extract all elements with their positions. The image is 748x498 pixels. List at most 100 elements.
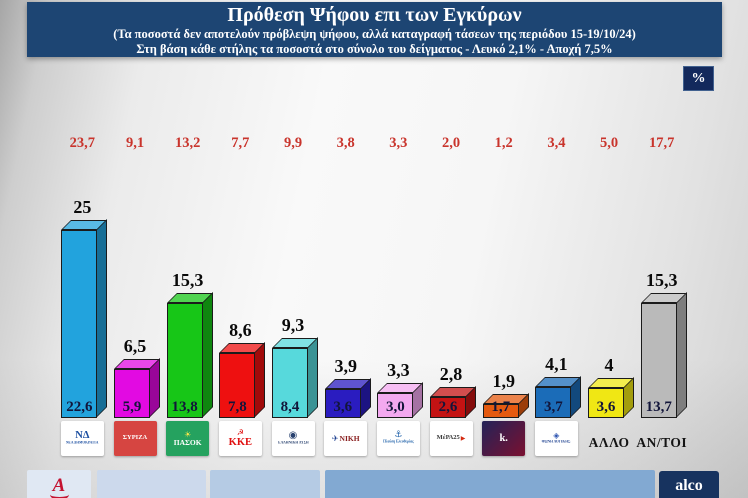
- bar-3d: 13,7: [640, 292, 687, 418]
- footer-strip: A alco: [0, 470, 748, 498]
- party-column-12: 17,7 15,3 13,7: [635, 128, 688, 418]
- bar-3d: 3,6: [324, 378, 371, 418]
- category-label: ΑΝ/ΤΟΙ: [636, 435, 688, 450]
- party-logo-text: ΠΑΣΟΚ: [173, 437, 202, 447]
- valid-votes-value-label: 8,6: [229, 320, 252, 340]
- bar-side-face: [96, 219, 108, 418]
- party-logo-text: ΝΙΚΗ: [339, 433, 360, 443]
- alco-pollster-logo: alco: [659, 471, 719, 498]
- party-logo-subtext: ΦΩΝΗ ΛΟΓΙΚΗΣ: [541, 439, 571, 444]
- bar-side-face: [201, 292, 213, 418]
- party-column-4: 7,7 8,6 7,8: [214, 128, 267, 418]
- bar-front-face: [588, 388, 625, 418]
- valid-votes-value-label: 25: [73, 197, 92, 217]
- party-logo: ◈ ΦΩΝΗ ΛΟΓΙΚΗΣ: [534, 421, 578, 456]
- party-logo-text: ΣΥΡΙΖΑ: [122, 434, 148, 442]
- party-logo-cell-5: ◉ ΕΛΛΗΝΙΚΗ ΛΥΣΗ: [267, 421, 320, 467]
- bar-3d: 8,4: [272, 337, 319, 418]
- party-logo: ⚓ Πλεύση Ελευθερίας: [376, 421, 420, 456]
- bar-3d: 3,0: [377, 382, 424, 418]
- party-logo-text: k.: [499, 432, 508, 444]
- valid-votes-value-label: 3,9: [334, 356, 357, 376]
- party-logo-cell-6: ✈ ΝΙΚΗ: [319, 421, 372, 467]
- party-column-1: 23,7 25 22,6: [56, 128, 109, 418]
- party-logo: ΝΔ ΝΕΑ ΔΗΜΟΚΡΑΤΙΑ: [60, 421, 104, 456]
- ship-icon: ⚓: [394, 430, 403, 440]
- total-sample-value-label: 22,6: [66, 399, 93, 415]
- party-column-2: 9,1 6,5 5,9: [109, 128, 162, 418]
- red-top-value-label: 9,1: [125, 135, 145, 151]
- party-logo-cell-3: ☀ ΠΑΣΟΚ: [161, 421, 214, 467]
- bar-3d: 5,9: [114, 358, 160, 418]
- bar-side-face: [149, 358, 160, 418]
- red-top-value-label: 3,8: [336, 135, 355, 151]
- party-column-9: 1,2 1,9 1,7: [477, 128, 530, 418]
- bar-front-face: [535, 387, 572, 418]
- bar-front-face: [61, 230, 98, 418]
- badge-icon: ◈: [553, 430, 560, 440]
- red-top-value-label: 9,9: [283, 135, 303, 151]
- red-top-value-label: 23,7: [69, 135, 96, 151]
- total-sample-value-label: 8,4: [280, 399, 300, 415]
- party-logo-subtext: ΝΕΑ ΔΗΜΟΚΡΑΤΙΑ: [66, 441, 99, 445]
- percent-unit-badge: %: [683, 66, 714, 91]
- party-logo-text: ΝΔ: [75, 429, 90, 441]
- bar-3d: 22,6: [61, 219, 108, 418]
- party-logo-text: ΜέΡΑ25: [436, 434, 460, 442]
- bar-3d: 13,8: [166, 292, 213, 418]
- hammer-sickle-icon: ☭: [236, 427, 244, 437]
- party-logo-cell-10: ◈ ΦΩΝΗ ΛΟΓΙΚΗΣ: [530, 421, 583, 467]
- total-sample-value-label: 3,6: [596, 399, 616, 415]
- party-column-6: 3,8 3,9 3,6: [319, 128, 372, 418]
- header-subtitle-2: Στη βάση κάθε στήλης τα ποσοστά στο σύνο…: [136, 41, 613, 56]
- bar-3d: 7,8: [219, 342, 266, 418]
- red-top-value-label: 13,2: [174, 135, 201, 151]
- bar-front-face: [324, 389, 361, 418]
- total-sample-value-label: 3,0: [385, 399, 405, 415]
- party-logo-cell-1: ΝΔ ΝΕΑ ΔΗΜΟΚΡΑΤΙΑ: [56, 421, 109, 467]
- party-logo: ☭ ΚΚΕ: [218, 421, 262, 456]
- party-logo-cell-8: ▶ ΜέΡΑ25: [425, 421, 478, 467]
- total-sample-value-label: 2,6: [438, 399, 458, 415]
- total-sample-value-label: 1,7: [491, 399, 511, 415]
- footer-segment-4: [325, 470, 655, 498]
- party-logo: k.: [482, 421, 526, 456]
- party-column-3: 13,2 15,3 13,8: [161, 128, 214, 418]
- bar-chart: 23,7 25 22,6 9,1 6,5 5,9 13,2 15,3 13,8 …: [56, 128, 688, 418]
- party-column-5: 9,9 9,3 8,4: [267, 128, 320, 418]
- party-column-11: 5,0 4 3,6: [583, 128, 636, 418]
- red-top-value-label: 5,0: [599, 135, 619, 151]
- party-logo: ◉ ΕΛΛΗΝΙΚΗ ΛΥΣΗ: [271, 421, 315, 456]
- bar-front-face: [377, 393, 414, 418]
- party-logo-cell-2: ΣΥΡΙΖΑ: [109, 421, 162, 467]
- red-top-value-label: 3,4: [547, 135, 566, 151]
- red-top-value-label: 17,7: [649, 135, 675, 151]
- total-sample-value-label: 3,6: [333, 399, 353, 415]
- valid-votes-value-label: 1,9: [492, 371, 515, 391]
- red-top-value-label: 1,2: [494, 135, 513, 151]
- valid-votes-value-label: 2,8: [439, 364, 463, 384]
- party-logo-text: ΚΚΕ: [228, 436, 253, 448]
- total-sample-value-label: 3,7: [544, 399, 563, 415]
- bar-front-face: [640, 303, 677, 418]
- party-logos-row: ΝΔ ΝΕΑ ΔΗΜΟΚΡΑΤΙΑ ΣΥΡΙΖΑ ☀ ΠΑΣΟΚ ☭ ΚΚΕ ◉…: [56, 421, 688, 467]
- bar-front-face: [219, 353, 256, 418]
- valid-votes-value-label: 3,3: [387, 360, 410, 380]
- valid-votes-value-label: 15,3: [645, 270, 678, 290]
- wing-icon: ✈: [331, 433, 339, 443]
- red-top-value-label: 7,7: [231, 135, 250, 151]
- party-logo-cell-9: k.: [477, 421, 530, 467]
- footer-segment-2: [97, 470, 206, 498]
- valid-votes-value-label: 9,3: [281, 315, 305, 335]
- flame-icon: ▶: [460, 434, 466, 442]
- party-column-8: 2,0 2,8 2,6: [425, 128, 478, 418]
- bar-front-face: [430, 397, 467, 418]
- red-top-value-label: 2,0: [441, 135, 461, 151]
- header-banner: Πρόθεση Ψήφου επι των Εγκύρων (Τα ποσοστ…: [27, 2, 722, 57]
- party-logo-cell-7: ⚓ Πλεύση Ελευθερίας: [372, 421, 425, 467]
- bar-front-face: [166, 303, 203, 418]
- bar-3d: 2,6: [430, 386, 477, 418]
- sun-icon: ☀: [184, 429, 192, 439]
- party-logo-subtext: Πλεύση Ελευθερίας: [383, 440, 414, 444]
